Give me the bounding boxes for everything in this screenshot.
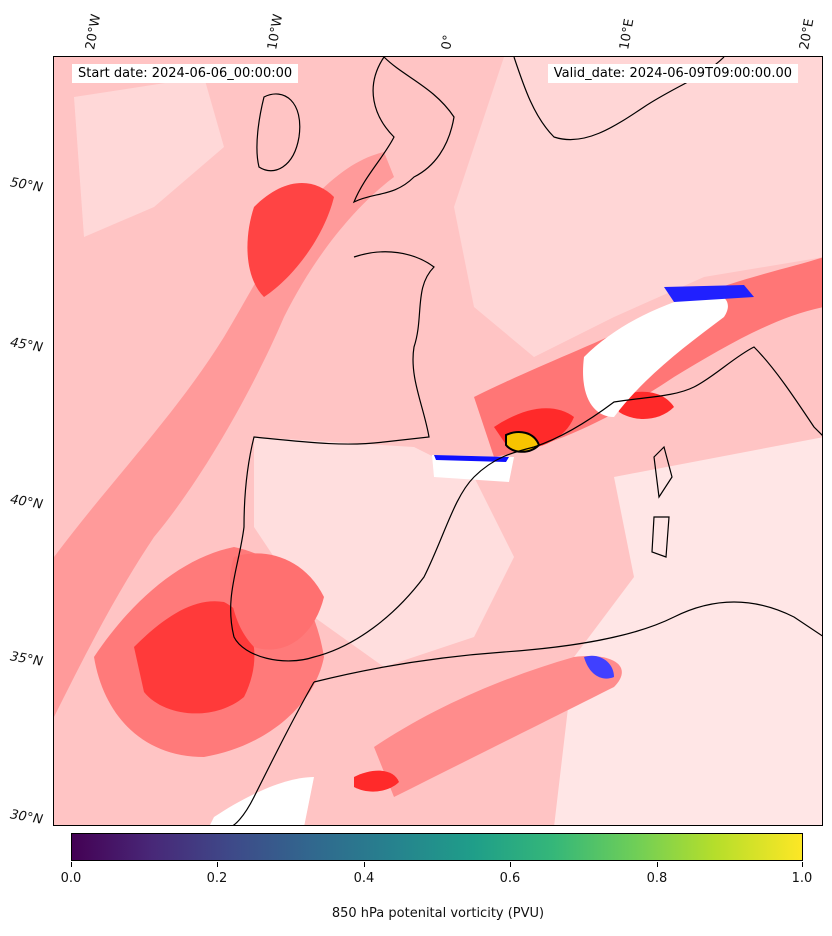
lat-label-35n: 35°N — [8, 649, 44, 670]
colorbar-tick — [802, 862, 803, 867]
colorbar-tick — [217, 862, 218, 867]
lat-label-45n: 45°N — [8, 335, 44, 356]
coast-britain — [352, 57, 455, 204]
lon-label-10e: 10°E — [617, 17, 638, 52]
lon-label-20e: 20°E — [797, 17, 818, 52]
coast-ireland — [256, 93, 301, 172]
coast-corsica — [653, 445, 673, 499]
colorbar-tick-label: 0.6 — [499, 871, 521, 886]
colorbar — [71, 833, 803, 861]
colorbar-tick — [364, 862, 365, 867]
lon-label-20w: 20°W — [83, 13, 105, 52]
map-plot-area[interactable] — [53, 56, 823, 826]
pv-light-north — [454, 57, 822, 357]
pv-core-biscay-north — [247, 183, 334, 297]
coast-morocco — [232, 681, 315, 825]
pv-band-maghreb — [374, 656, 622, 797]
coast-north-africa — [313, 601, 822, 683]
colorbar-tick — [657, 862, 658, 867]
colorbar-tick — [510, 862, 511, 867]
pv-zero-alps — [583, 292, 728, 417]
pv-light-northwest — [74, 77, 224, 237]
lat-label-40n: 40°N — [8, 492, 44, 513]
coast-sardinia — [651, 516, 670, 558]
lat-label-50n: 50°N — [8, 175, 44, 196]
colorbar-tick-label: 1.0 — [791, 871, 813, 886]
colorbar-tick-label: 0.0 — [60, 871, 82, 886]
pv-negative-algeria — [584, 655, 614, 679]
pv-field-map — [54, 57, 822, 825]
pv-light-east — [554, 437, 822, 825]
coastlines — [230, 57, 822, 825]
colorbar-tick-label: 0.2 — [206, 871, 228, 886]
pv-negative-ebro — [434, 455, 509, 462]
colorbar-tick-label: 0.4 — [353, 871, 375, 886]
lon-label-10w: 10°W — [265, 13, 287, 52]
pv-anomaly-portugal — [230, 553, 324, 650]
valid-date-label: Valid_date: 2024-06-09T09:00:00.00 — [547, 64, 798, 83]
pv-negative-alps — [664, 285, 754, 302]
pv-core-africa — [354, 770, 399, 792]
lon-label-0: 0° — [439, 33, 457, 51]
colorbar-tick — [71, 862, 72, 867]
coast-iberia-france-italy — [230, 251, 822, 662]
pv-zero-atlas — [210, 777, 314, 825]
start-date-label: Start date: 2024-06-06_00:00:00 — [72, 64, 299, 83]
lat-label-30n: 30°N — [8, 807, 44, 828]
colorbar-tick-label: 0.8 — [646, 871, 668, 886]
colorbar-title: 850 hPa potenital vorticity (PVU) — [331, 906, 545, 921]
pv-core-southwest — [134, 601, 255, 714]
pv-band-atlantic — [54, 152, 394, 717]
